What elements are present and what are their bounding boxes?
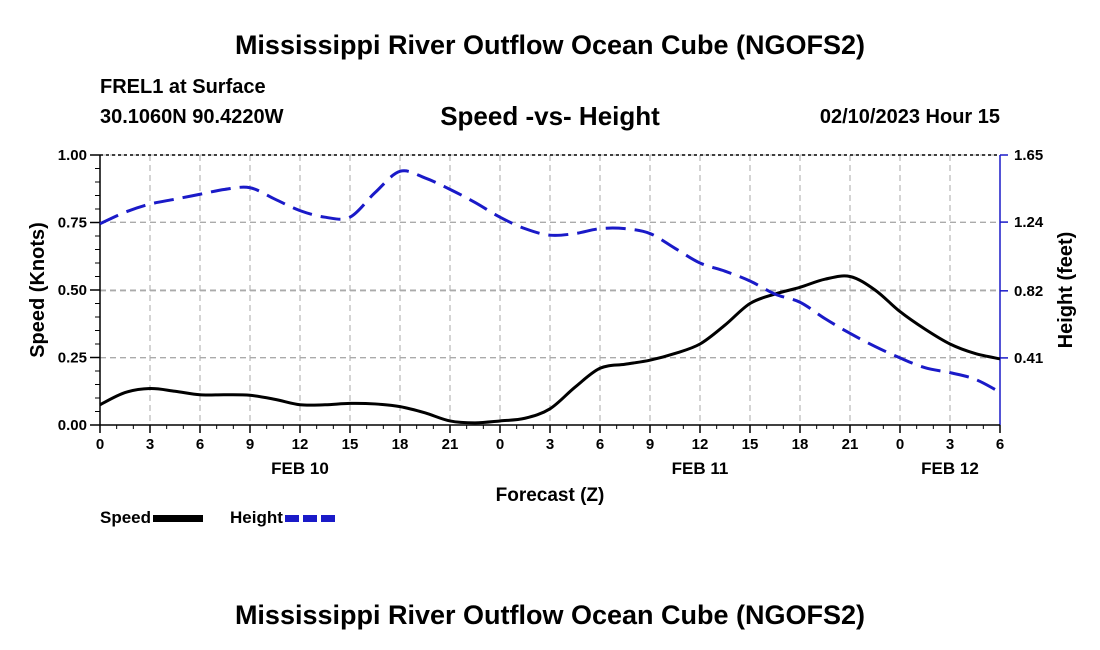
x-tick-label: 21 [442,436,459,453]
x-tick-label: 0 [896,436,904,453]
y2-tick-label: 0.41 [1014,350,1043,367]
x-tick-label: 6 [596,436,604,453]
x-tick-label: 15 [742,436,759,453]
y-tick-label: 0.00 [58,417,87,434]
series-line-height [99,169,1001,394]
x-tick-label: 3 [146,436,154,453]
forecast-datetime: 02/10/2023 Hour 15 [819,106,1000,128]
speed-height-chart: 0 3 6 9 12 15 18 21 0 3 6 9 12 15 18 21 0 3 6 FEB 10 FEB 11 F… [27,147,1077,506]
y-tick-label: 0.25 [58,350,87,367]
date-label: FEB 10 [271,459,329,478]
x-tick-label: 21 [842,436,859,453]
chart-subtitle: Speed -vs- Height [440,101,660,131]
legend-height: Height [230,508,335,528]
legend-speed-swatch [153,514,204,522]
x-tick-label: 6 [196,436,204,453]
x-tick-label: 0 [496,436,504,453]
y-tick-label: 0.50 [58,282,87,299]
x-tick-label: 18 [792,436,809,453]
legend-height-label: Height [230,508,283,527]
y2-axis-title: Height (feet) [1055,232,1077,349]
x-tick-label: 15 [342,436,359,453]
coordinates-label: 30.1060N 90.4220W [100,106,284,128]
page-title: Mississippi River Outflow Ocean Cube (NG… [234,30,866,60]
y-tick-label: 1.00 [58,147,87,164]
y2-tick-label: 0.82 [1014,283,1043,300]
x-tick-label: 12 [292,436,309,453]
y-tick-label: 0.75 [58,215,87,232]
series-line-speed [99,274,1001,425]
x-tick-label: 18 [392,436,409,453]
y-axis-title: Speed (Knots) [27,222,49,358]
x-axis-title: Forecast (Z) [496,485,605,506]
x-tick-label: 6 [996,436,1004,453]
y2-tick-label: 1.65 [1014,147,1043,164]
legend-height-swatch [284,514,335,522]
x-tick-label: 3 [946,436,954,453]
date-label: FEB 11 [672,459,729,478]
station-label: FREL1 at Surface [100,76,266,98]
x-tick-label: 9 [246,436,254,453]
page-title-repeat: Mississippi River Outflow Ocean Cube (NG… [234,600,866,630]
legend-speed: Speed [100,508,204,528]
x-tick-label: 3 [546,436,554,453]
date-label: FEB 12 [921,459,979,478]
x-tick-label: 12 [692,436,709,453]
y2-tick-label: 1.24 [1014,214,1044,231]
legend-speed-label: Speed [100,508,152,527]
x-tick-label: 0 [96,436,104,453]
x-tick-label: 9 [646,436,654,453]
